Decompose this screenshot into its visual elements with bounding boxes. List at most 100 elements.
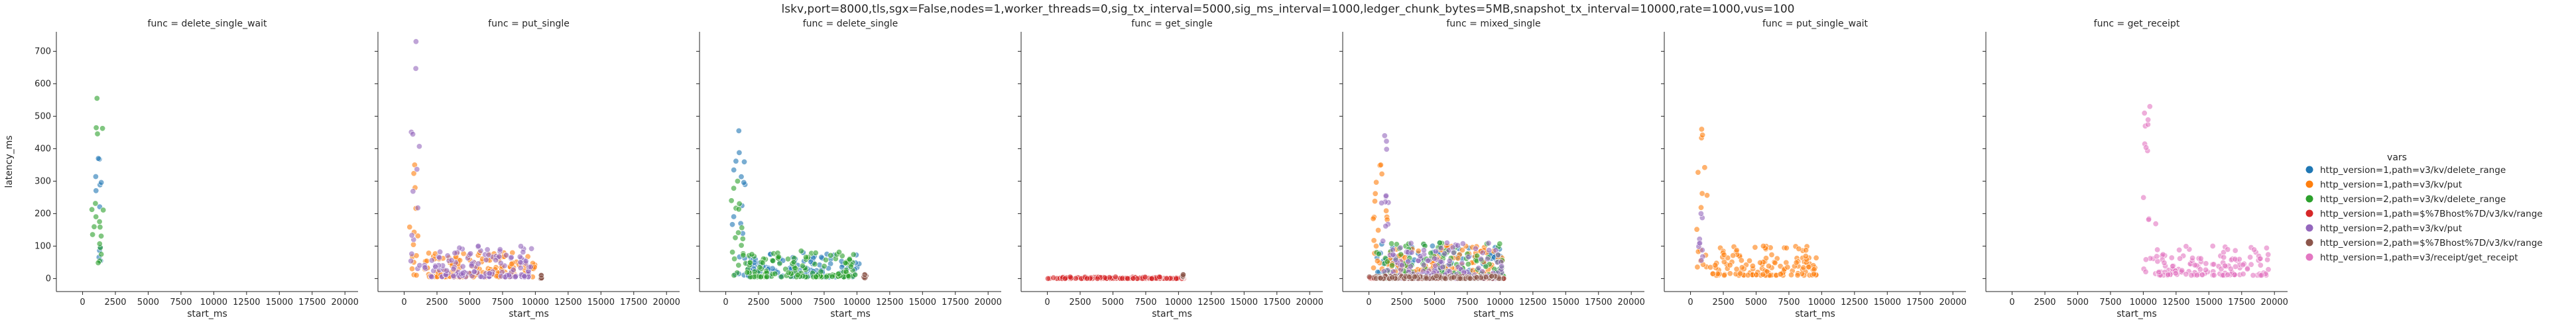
x-tick-label: 15000 — [266, 298, 293, 307]
data-point — [1475, 265, 1482, 272]
y-tick-label: 700 — [34, 46, 51, 56]
legend-marker — [2305, 253, 2313, 261]
x-tick-label: 12500 — [233, 298, 260, 307]
data-point — [1415, 248, 1422, 254]
data-point — [2176, 246, 2183, 253]
data-point — [477, 273, 484, 280]
data-point — [89, 206, 95, 213]
data-point — [1483, 263, 1489, 270]
x-tick-label: 0 — [401, 298, 406, 307]
data-point — [92, 200, 99, 207]
x-tick-label: 20000 — [1296, 298, 1323, 307]
data-point — [460, 270, 466, 276]
data-point — [1459, 241, 1466, 247]
x-tick-label: 2500 — [1712, 298, 1734, 307]
data-point — [735, 127, 742, 134]
data-point — [1180, 271, 1186, 278]
x-tick-label: 17500 — [1585, 298, 1612, 307]
data-point — [1449, 245, 1456, 251]
data-point — [497, 246, 503, 252]
data-point — [2225, 272, 2231, 278]
data-point — [1459, 260, 1465, 266]
data-point — [852, 272, 859, 278]
data-point — [738, 174, 745, 180]
data-point — [731, 167, 737, 174]
data-point — [1442, 275, 1449, 282]
data-point — [799, 262, 806, 269]
data-point — [1379, 170, 1385, 177]
x-tick-label: 17500 — [298, 298, 326, 307]
x-tick-label: 7500 — [1778, 298, 1800, 307]
data-point — [2145, 117, 2152, 123]
data-point — [93, 213, 99, 220]
panel-title: func = get_receipt — [2094, 19, 2180, 29]
data-point — [2172, 270, 2179, 276]
x-tick-label: 5000 — [459, 298, 481, 307]
data-point — [735, 229, 742, 236]
data-point — [823, 274, 829, 280]
data-point — [2183, 271, 2189, 278]
x-tick-label: 2500 — [2034, 298, 2055, 307]
legend-entry-label: http_version=2,path=v3/kv/delete_range — [2320, 194, 2506, 205]
data-point — [2193, 272, 2200, 278]
y-tick-label: 200 — [34, 209, 51, 219]
data-point — [751, 268, 758, 275]
data-point — [1443, 239, 1450, 246]
panel-title: func = delete_single — [803, 19, 898, 29]
data-point — [735, 206, 742, 213]
data-point — [1489, 273, 1495, 280]
y-axis-label: latency_ms — [4, 135, 15, 188]
data-point — [2179, 267, 2185, 274]
data-point — [517, 259, 524, 266]
x-tick-label: 17500 — [620, 298, 647, 307]
data-point — [100, 207, 107, 213]
data-point — [98, 251, 105, 258]
y-tick-label: 600 — [34, 79, 51, 89]
data-point — [749, 251, 755, 258]
data-point — [408, 258, 414, 264]
x-tick-label: 2500 — [104, 298, 126, 307]
data-point — [2257, 262, 2264, 268]
data-point — [527, 264, 534, 270]
x-tick-label: 7500 — [1456, 298, 1478, 307]
data-point — [1473, 274, 1480, 281]
data-point — [1432, 262, 1439, 269]
x-tick-label: 10000 — [1487, 298, 1514, 307]
data-point — [1372, 198, 1379, 205]
legend-entry-label: http_version=1,path=$%7Bhost%7D/v3/kv/ra… — [2320, 209, 2543, 219]
data-point — [2227, 266, 2234, 272]
data-point — [1760, 271, 1766, 278]
data-point — [1802, 252, 1809, 259]
x-tick-label: 2500 — [426, 298, 448, 307]
data-point — [497, 260, 504, 266]
data-point — [1389, 274, 1396, 281]
data-point — [450, 272, 457, 279]
data-point — [1446, 258, 1453, 264]
data-point — [1101, 274, 1108, 281]
x-tick-label: 5000 — [1745, 298, 1767, 307]
data-point — [2142, 256, 2149, 263]
data-point — [736, 200, 743, 207]
data-point — [2231, 272, 2238, 278]
data-point — [410, 170, 417, 177]
data-point — [1737, 270, 1743, 277]
data-point — [1373, 179, 1380, 186]
data-point — [1727, 262, 1733, 268]
data-point — [93, 188, 99, 194]
data-point — [1794, 272, 1801, 278]
data-point — [733, 158, 739, 164]
data-point — [460, 263, 466, 270]
data-point — [437, 248, 444, 255]
x-tick-label: 2500 — [1390, 298, 1412, 307]
data-point — [2146, 216, 2152, 223]
data-point — [845, 273, 852, 280]
data-point — [1455, 242, 1461, 248]
x-tick-label: 5000 — [137, 298, 159, 307]
data-point — [1697, 210, 1704, 217]
data-point — [467, 250, 474, 257]
data-point — [1381, 133, 1388, 139]
data-point — [1695, 169, 1701, 176]
data-point — [2160, 251, 2166, 258]
data-point — [1440, 264, 1446, 270]
